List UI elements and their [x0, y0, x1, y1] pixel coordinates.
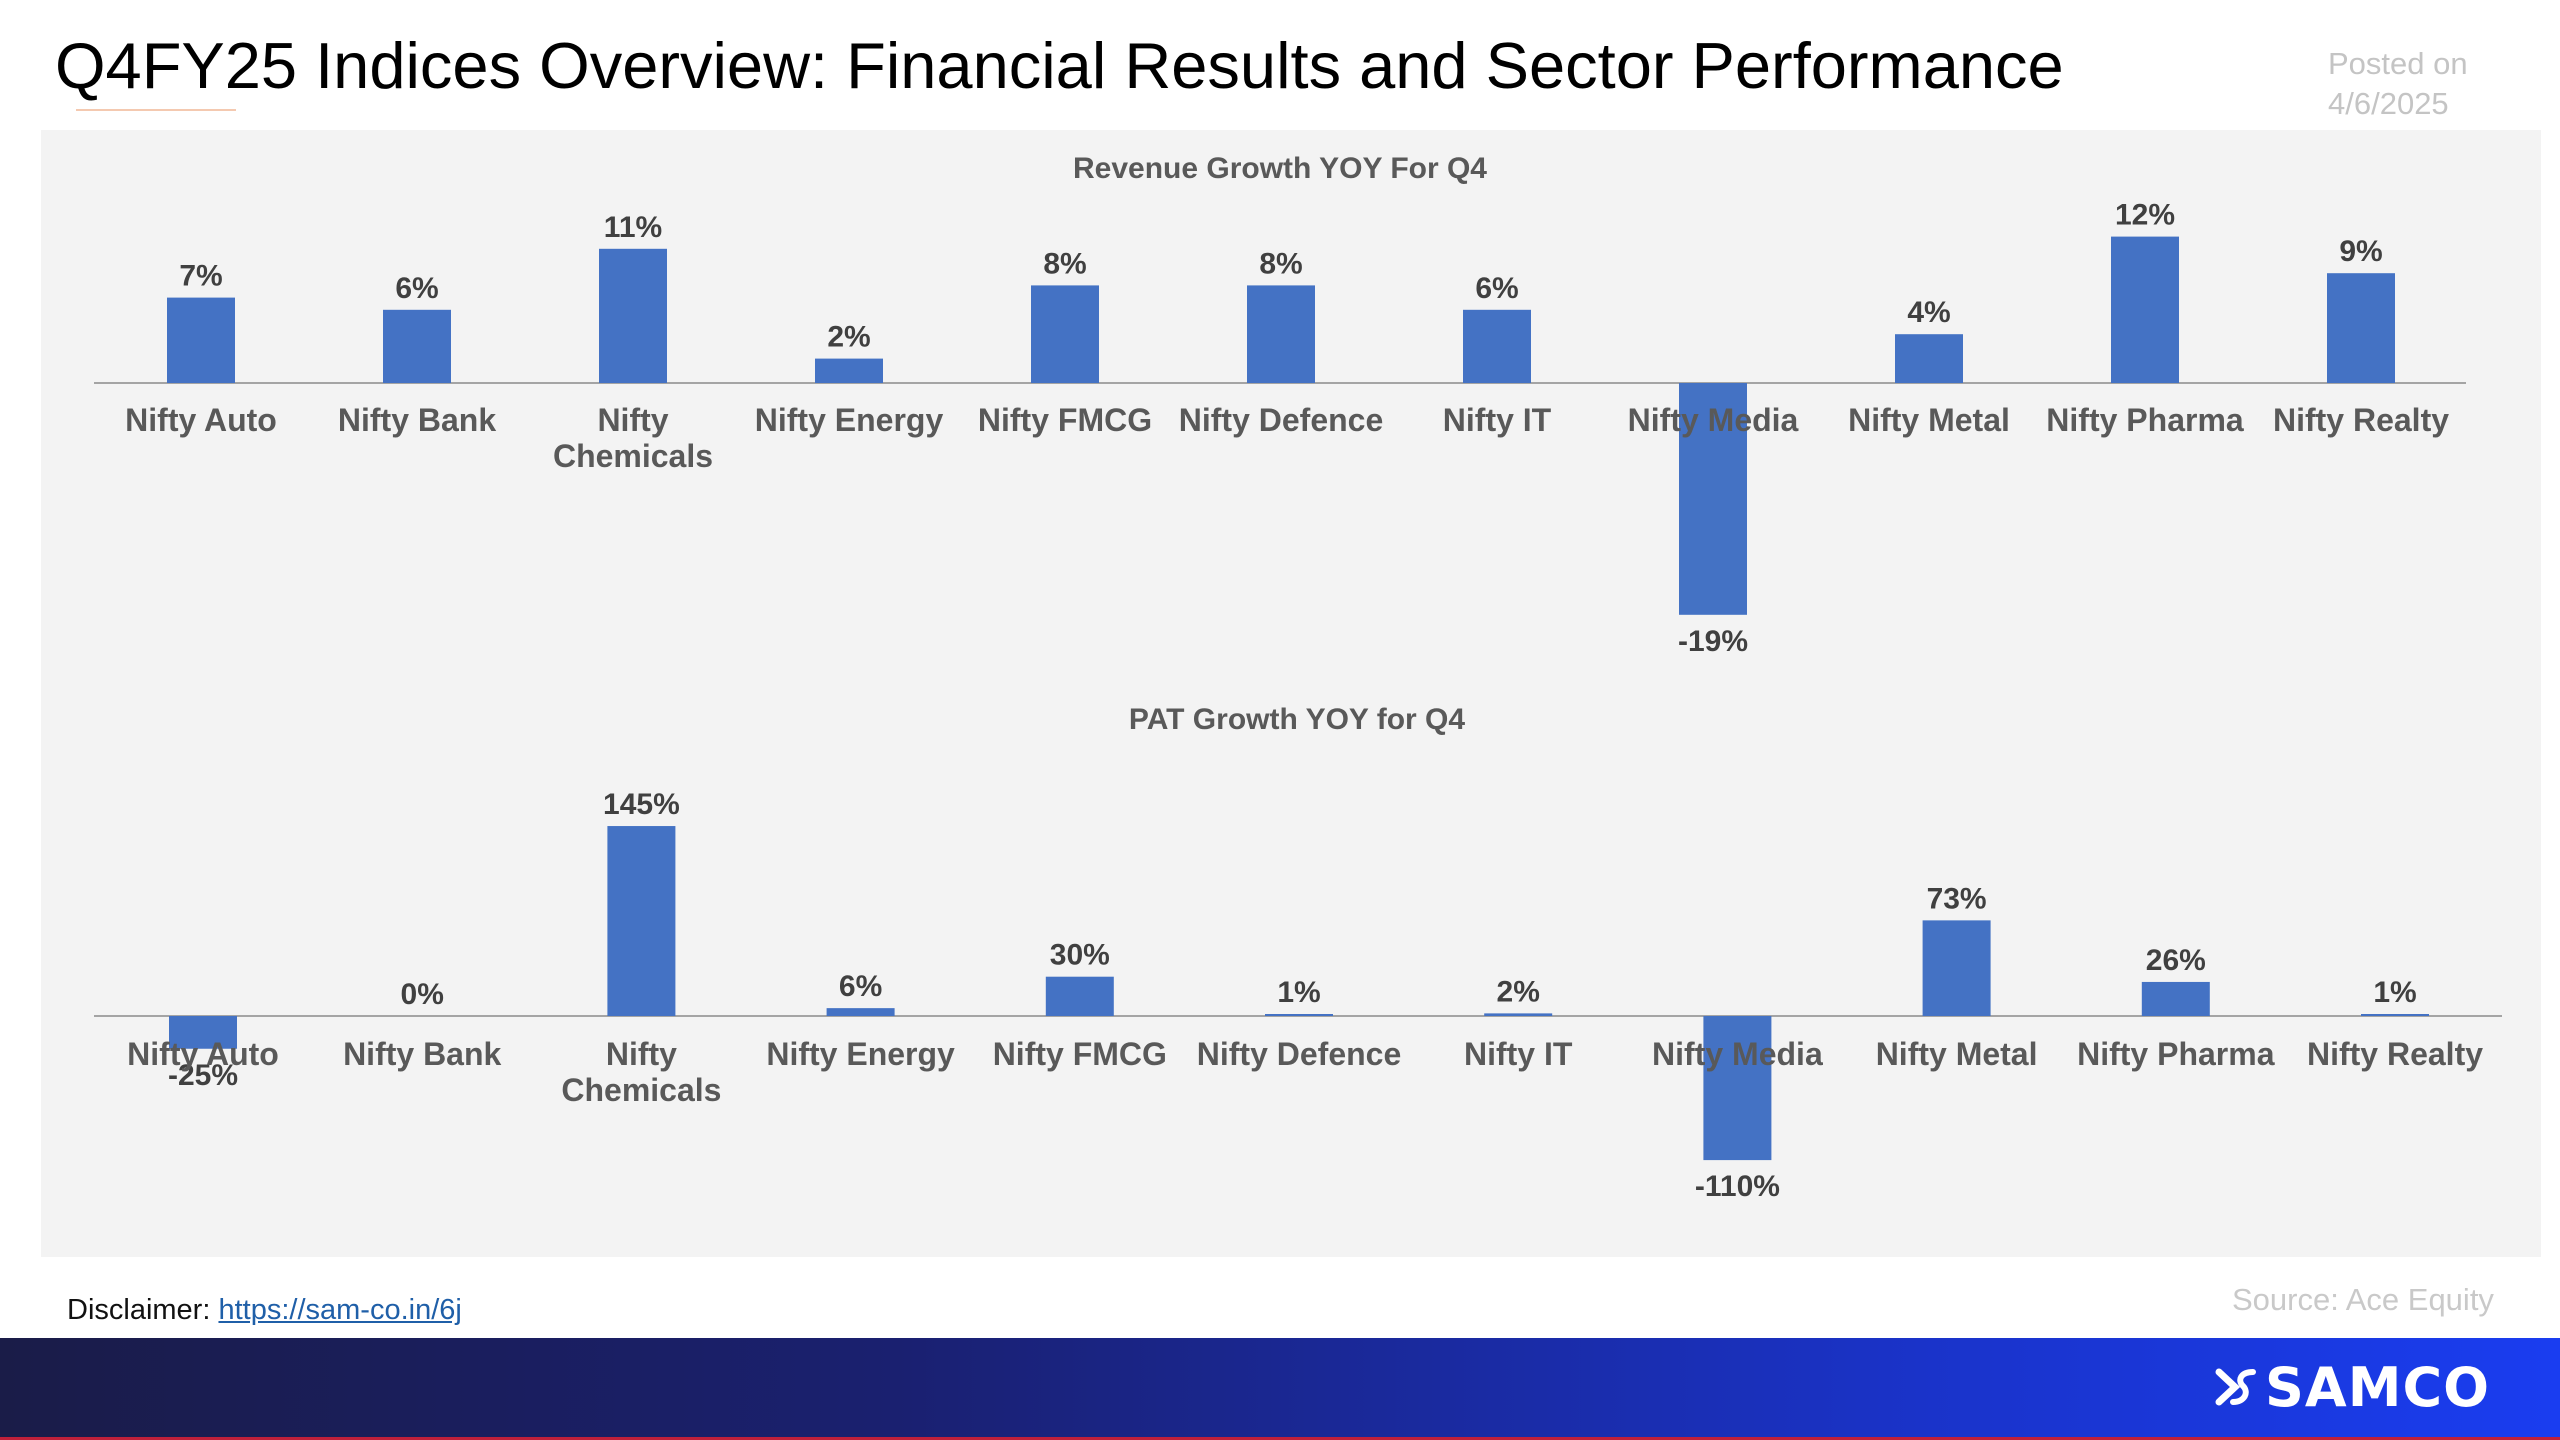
data-label: -110% — [1695, 1170, 1780, 1203]
posted-label: Posted on — [2328, 46, 2468, 81]
footer-accent-line — [0, 1437, 2560, 1440]
category-label: Nifty Auto — [125, 402, 277, 438]
category-label: Nifty Energy — [766, 1036, 955, 1072]
bar — [167, 297, 235, 383]
category-label: Nifty Energy — [755, 402, 944, 438]
bar — [1463, 309, 1531, 383]
category-label: Nifty Realty — [2273, 402, 2449, 438]
disclaimer-link[interactable]: https://sam-co.in/6j — [218, 1294, 462, 1326]
category-label: Nifty IT — [1464, 1036, 1573, 1072]
data-label: 6% — [839, 970, 882, 1003]
posted-date: Posted on 4/6/2025 — [2328, 44, 2468, 124]
bar — [1045, 976, 1114, 1016]
category-label: Nifty Bank — [338, 402, 496, 438]
data-label: 2% — [1497, 975, 1540, 1008]
category-label: Nifty Metal — [1848, 402, 2010, 438]
category-label: Nifty Metal — [1876, 1036, 2038, 1072]
category-label: Nifty Auto — [127, 1036, 279, 1072]
bar — [826, 1008, 895, 1016]
data-label: 12% — [2115, 199, 2175, 232]
category-label: Nifty FMCG — [978, 402, 1152, 438]
bar — [607, 826, 676, 1016]
category-label: Chemicals — [561, 1072, 721, 1108]
data-label: -25% — [168, 1059, 238, 1092]
source-note: Source: Ace Equity — [2232, 1282, 2494, 1317]
footer-bar: SAMCO — [0, 1338, 2560, 1440]
data-label: 8% — [1259, 247, 1302, 280]
bar — [2361, 1014, 2429, 1016]
disclaimer: Disclaimer: https://sam-co.in/6j — [67, 1294, 462, 1327]
data-label: 1% — [2373, 976, 2416, 1009]
category-label: Nifty — [597, 402, 668, 438]
data-label: 2% — [827, 321, 870, 354]
category-label: Nifty — [606, 1036, 677, 1072]
bar — [1703, 1016, 1772, 1161]
data-label: 11% — [604, 211, 662, 244]
data-label: 6% — [1475, 272, 1518, 305]
bar — [2141, 981, 2210, 1016]
category-label: Nifty Pharma — [2046, 402, 2244, 438]
charts-svg: Revenue Growth YOY For Q4 7% Nifty Auto 6% N… — [94, 152, 2502, 1203]
brand-name: SAMCO — [2265, 1355, 2490, 1419]
data-label: 1% — [1277, 976, 1320, 1009]
category-label: Nifty Realty — [2307, 1036, 2483, 1072]
data-label: 0% — [401, 978, 444, 1011]
samco-logo-icon — [2215, 1368, 2257, 1406]
data-label: 145% — [603, 788, 680, 821]
bar — [1265, 1014, 1333, 1016]
category-label: Chemicals — [553, 438, 713, 474]
category-label: Nifty Defence — [1197, 1036, 1402, 1072]
data-label: 7% — [179, 260, 222, 293]
data-label: 8% — [1043, 247, 1086, 280]
bar — [1922, 920, 1991, 1016]
data-label: 26% — [2146, 944, 2206, 977]
category-label: Nifty Media — [1628, 402, 1799, 438]
data-label: 6% — [395, 272, 438, 305]
bar — [815, 358, 883, 383]
bar — [2327, 273, 2395, 383]
bar — [1247, 285, 1315, 383]
data-label: -19% — [1678, 625, 1748, 658]
page-title: Q4FY25 Indices Overview: Financial Resul… — [55, 29, 2064, 102]
category-label: Nifty Defence — [1179, 402, 1384, 438]
chart-title: Revenue Growth YOY For Q4 — [1073, 152, 1487, 185]
data-label: 4% — [1907, 296, 1950, 329]
bar — [1031, 285, 1099, 383]
data-label: 9% — [2339, 235, 2382, 268]
category-label: Nifty Bank — [343, 1036, 501, 1072]
bar — [599, 248, 667, 383]
posted-date-value: 4/6/2025 — [2328, 86, 2449, 121]
category-label: Nifty IT — [1443, 402, 1552, 438]
disclaimer-label: Disclaimer: — [67, 1294, 211, 1326]
data-label: 30% — [1050, 939, 1110, 972]
data-label: 73% — [1927, 882, 1987, 915]
bar — [383, 309, 451, 383]
title-underline — [76, 109, 236, 111]
category-label: Nifty Pharma — [2077, 1036, 2275, 1072]
bar — [2111, 236, 2179, 383]
samco-logo: SAMCO — [2213, 1352, 2490, 1422]
bar — [1679, 383, 1747, 615]
category-label: Nifty FMCG — [993, 1036, 1167, 1072]
bar — [1484, 1013, 1553, 1016]
bar — [1895, 334, 1963, 383]
chart-title: PAT Growth YOY for Q4 — [1129, 703, 1465, 736]
bar — [169, 1016, 237, 1049]
category-label: Nifty Media — [1652, 1036, 1823, 1072]
